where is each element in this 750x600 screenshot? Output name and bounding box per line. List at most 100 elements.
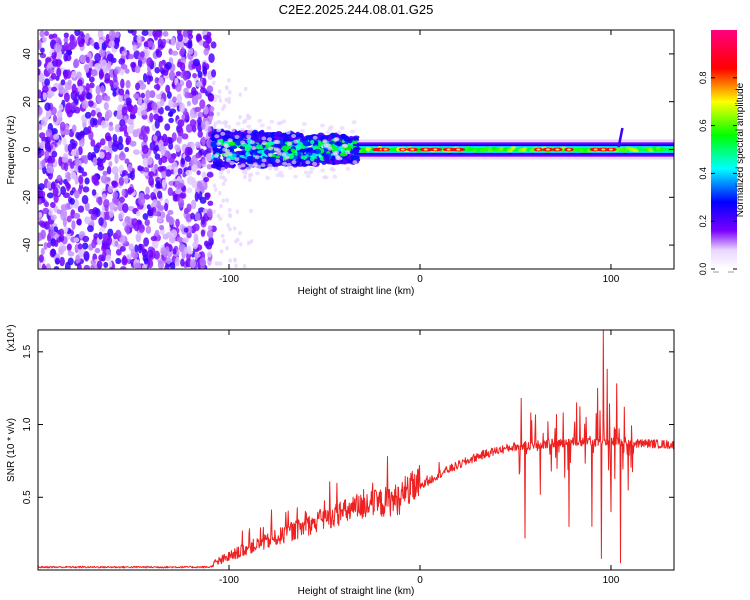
- noise-blob: [212, 183, 217, 188]
- noise-blob: [48, 155, 55, 164]
- noise-blob: [38, 68, 41, 76]
- noise-blob: [202, 66, 207, 75]
- noise-blob: [44, 139, 51, 150]
- noise-blob: [84, 34, 89, 45]
- turbulence-blob: [240, 133, 246, 138]
- halo-blob: [320, 168, 326, 173]
- spectrogram-marks: [38, 30, 674, 269]
- noise-blob: [227, 207, 232, 213]
- halo-blob: [303, 170, 309, 175]
- halo-blob: [325, 143, 331, 148]
- ridge-peak-core: [593, 148, 598, 151]
- halo-blob: [255, 171, 261, 176]
- halo-blob: [273, 167, 279, 172]
- noise-blob: [119, 126, 125, 132]
- noise-blob: [52, 187, 59, 197]
- halo-blob: [236, 164, 242, 169]
- noise-blob: [127, 186, 135, 194]
- noise-blob: [184, 146, 191, 157]
- noise-blob: [51, 150, 58, 158]
- colorbar-tick-label: 0.0: [698, 263, 708, 276]
- noise-blob: [118, 196, 125, 203]
- noise-blob: [121, 50, 128, 57]
- noise-blob: [147, 30, 154, 37]
- noise-blob: [246, 240, 251, 246]
- ridge-peak-core: [433, 148, 438, 151]
- noise-blob: [96, 260, 103, 269]
- noise-blob: [56, 109, 63, 119]
- noise-blob: [66, 243, 72, 251]
- noise-blob: [97, 196, 103, 206]
- noise-blob: [184, 91, 191, 99]
- turbulence-blob: [339, 152, 348, 157]
- turbulence-blob: [310, 140, 315, 145]
- noise-blob: [66, 172, 72, 182]
- noise-blob: [124, 158, 130, 165]
- halo-blob: [216, 119, 222, 124]
- halo-blob: [213, 153, 219, 158]
- noise-blob: [137, 166, 145, 172]
- noise-blob: [185, 111, 190, 121]
- noise-blob: [108, 121, 114, 127]
- noise-blob: [44, 102, 51, 112]
- noise-blob: [67, 79, 72, 86]
- noise-blob: [192, 72, 197, 79]
- noise-blob: [60, 185, 67, 196]
- noise-blob: [167, 209, 174, 216]
- y-tick-label: 20: [22, 96, 33, 108]
- y-tick-label: 0.5: [22, 490, 33, 504]
- noise-blob: [52, 58, 59, 67]
- halo-blob: [268, 146, 274, 151]
- noise-blob: [63, 70, 68, 80]
- noise-blob: [127, 104, 134, 113]
- snr-x-label: Height of straight line (km): [298, 586, 415, 597]
- noise-blob: [154, 153, 161, 160]
- halo-blob: [343, 143, 349, 148]
- ridge-peak-core: [400, 148, 405, 151]
- noise-blob: [87, 151, 93, 161]
- noise-blob: [81, 100, 89, 109]
- noise-blob: [213, 97, 218, 103]
- noise-blob: [53, 42, 61, 53]
- turbulence-blob: [252, 136, 259, 142]
- halo-blob: [261, 158, 267, 163]
- noise-blob: [111, 32, 116, 39]
- noise-blob: [164, 264, 170, 269]
- noise-blob: [197, 130, 203, 138]
- noise-blob: [182, 237, 189, 244]
- y-tick-label: 1.0: [22, 417, 33, 431]
- halo-blob: [279, 173, 285, 178]
- noise-blob: [189, 258, 196, 269]
- noise-blob: [148, 75, 154, 82]
- noise-blob: [107, 185, 114, 193]
- halo-blob: [222, 119, 228, 124]
- noise-blob: [87, 100, 94, 107]
- halo-blob: [216, 141, 222, 146]
- noise-blob: [69, 102, 77, 111]
- noise-blob: [168, 117, 174, 123]
- chart-title: C2E2.2025.244.08.01.G25: [279, 2, 434, 17]
- noise-blob: [71, 124, 77, 133]
- noise-blob: [62, 192, 70, 199]
- noise-blob: [97, 161, 104, 167]
- noise-blob: [206, 229, 214, 239]
- noise-blob: [92, 157, 98, 167]
- noise-blob: [83, 250, 90, 261]
- noise-blob: [47, 61, 53, 69]
- halo-blob: [332, 174, 338, 179]
- tone-spur: [617, 127, 624, 148]
- noise-blob: [227, 212, 232, 218]
- noise-blob: [141, 30, 149, 36]
- noise-blob: [114, 123, 121, 133]
- noise-blob: [154, 144, 160, 152]
- noise-blob: [164, 202, 169, 212]
- halo-blob: [229, 161, 235, 166]
- colorbar-tick-label: 0.2: [698, 215, 708, 228]
- noise-blob: [84, 202, 90, 212]
- noise-blob: [84, 177, 90, 185]
- noise-blob: [74, 157, 80, 167]
- noise-blob: [173, 166, 178, 177]
- noise-blob: [243, 86, 248, 92]
- noise-blob: [104, 151, 112, 161]
- turbulence-blob: [232, 153, 237, 158]
